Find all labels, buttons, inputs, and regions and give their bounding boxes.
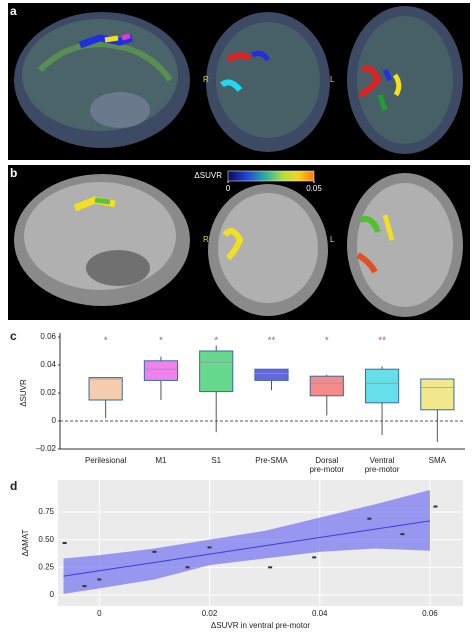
x-tick-label: Ventral pre-motor [365,456,400,474]
point [400,533,405,536]
panel-label: b [10,166,17,180]
point [62,542,67,544]
significance: * [325,336,329,347]
point [433,505,438,508]
side-label: R [203,75,209,84]
panel-label: c [10,329,17,343]
box [420,378,455,411]
confidence-band [63,489,430,594]
significance: ** [378,336,386,347]
y-tick-label: 0.75 [38,507,54,516]
side-label: L [330,75,335,84]
x-tick-label: 0 [97,609,102,618]
point [207,546,212,549]
colorbar-title: ΔSUVR [194,171,222,180]
x-tick-label: Dorsal pre-motor [309,456,344,474]
significance: * [214,336,218,347]
x-tick-label: S1 [211,456,221,465]
x-tick-label: SMA [429,456,447,465]
box [143,360,179,381]
y-tick-label: 0.02 [40,388,56,397]
y-tick-label: 0.50 [38,535,54,544]
point [82,585,87,588]
box [254,368,289,381]
colorbar [227,170,315,182]
point [152,550,157,553]
significance: * [104,336,108,347]
panel-label: a [10,4,17,18]
x-tick-label: 0.06 [422,609,438,618]
x-axis-title: ΔSUVR in ventral pre-motor [211,621,310,630]
box [88,377,123,401]
y-tick-label: 0.04 [40,360,56,369]
box [199,350,234,393]
y-tick-label: –0.02 [36,444,57,453]
significance: ** [268,336,276,347]
mri-images-b [8,165,470,320]
x-tick-label: 0.02 [202,609,218,618]
point [97,578,102,581]
x-tick-label: Perilesional [85,456,127,465]
point [367,517,372,520]
colorbar-tick-label: 0 [226,184,231,193]
point [268,566,273,569]
point [185,566,190,569]
y-tick-label: 0.06 [40,332,56,341]
box [364,368,400,404]
significance: * [159,336,163,347]
x-tick-label: 0.04 [312,609,328,618]
colorbar-tick-label: 0.05 [306,184,322,193]
y-tick-label: 0.25 [38,562,54,571]
box [309,375,344,397]
side-label: R [203,235,209,244]
y-axis-title: ΔAMAT [21,529,30,556]
y-tick-label: 0 [50,590,55,599]
point [312,556,317,559]
mri-images-a [8,3,470,160]
y-axis-title: ΔSUVR [19,379,28,407]
side-label: L [330,235,335,244]
y-tick-label: 0 [52,416,57,425]
x-tick-label: Pre-SMA [255,456,288,465]
panel-label: d [10,479,17,493]
regression-line [63,520,431,577]
x-tick-label: M1 [155,456,167,465]
